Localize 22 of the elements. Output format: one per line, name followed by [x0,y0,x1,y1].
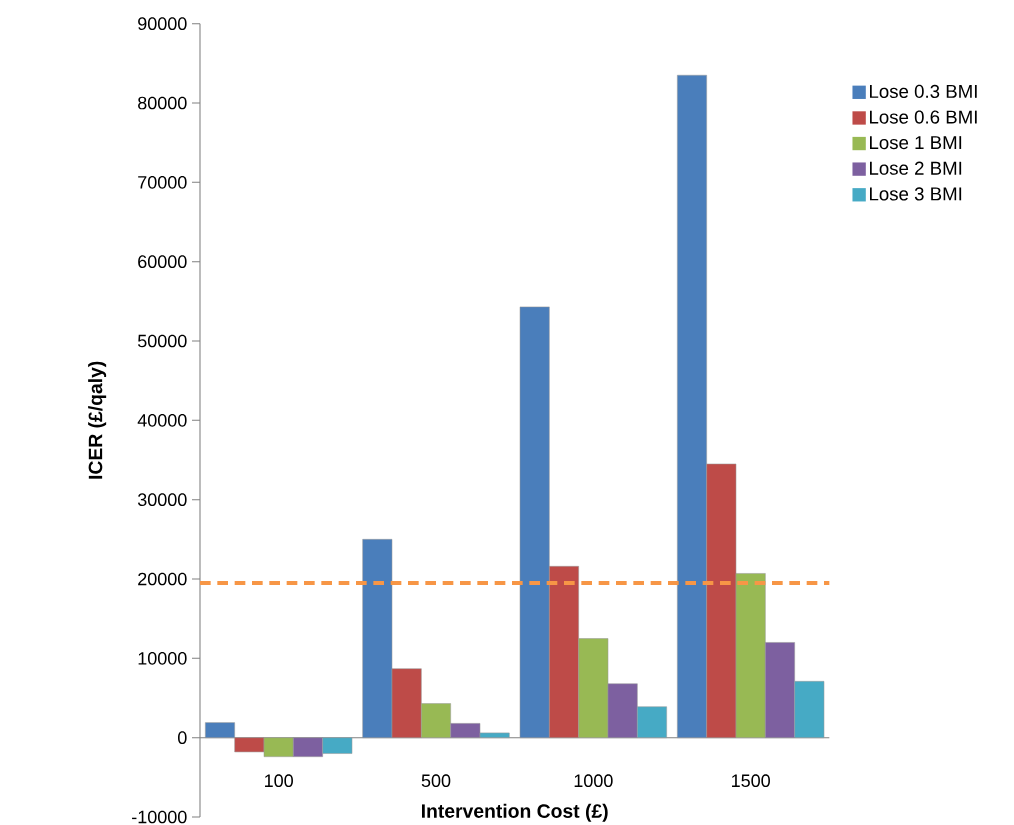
y-tick-label: 70000 [138,175,187,189]
y-tick-label: 10000 [138,651,187,665]
x-tick-label: 1000 [574,774,613,788]
legend-label: Lose 0.3 BMI [870,84,977,98]
y-tick-label: 50000 [137,334,187,348]
legend-label: Lose 0.6 BMI [870,110,977,124]
x-tick-label: 1500 [732,774,770,788]
y-tick-label: 20000 [138,572,187,586]
x-axis-title: Intervention Cost (£) [421,803,608,822]
x-tick-label: 100 [265,774,293,788]
legend-label: Lose 2 BMI [870,161,962,175]
y-tick-label: -10000 [132,810,187,824]
y-tick-label: 90000 [138,17,187,31]
legend-label: Lose 1 BMI [870,136,962,150]
y-tick-label: 80000 [138,96,187,110]
y-tick-label: 30000 [137,493,187,507]
y-axis-title: ICER (£/qaly) [88,361,107,479]
legend-label: Lose 3 BMI [870,187,962,201]
y-tick-label: 0 [178,731,187,745]
y-tick-label: 40000 [137,413,187,427]
x-tick-label: 500 [421,774,451,788]
y-tick-label: 60000 [138,255,187,269]
